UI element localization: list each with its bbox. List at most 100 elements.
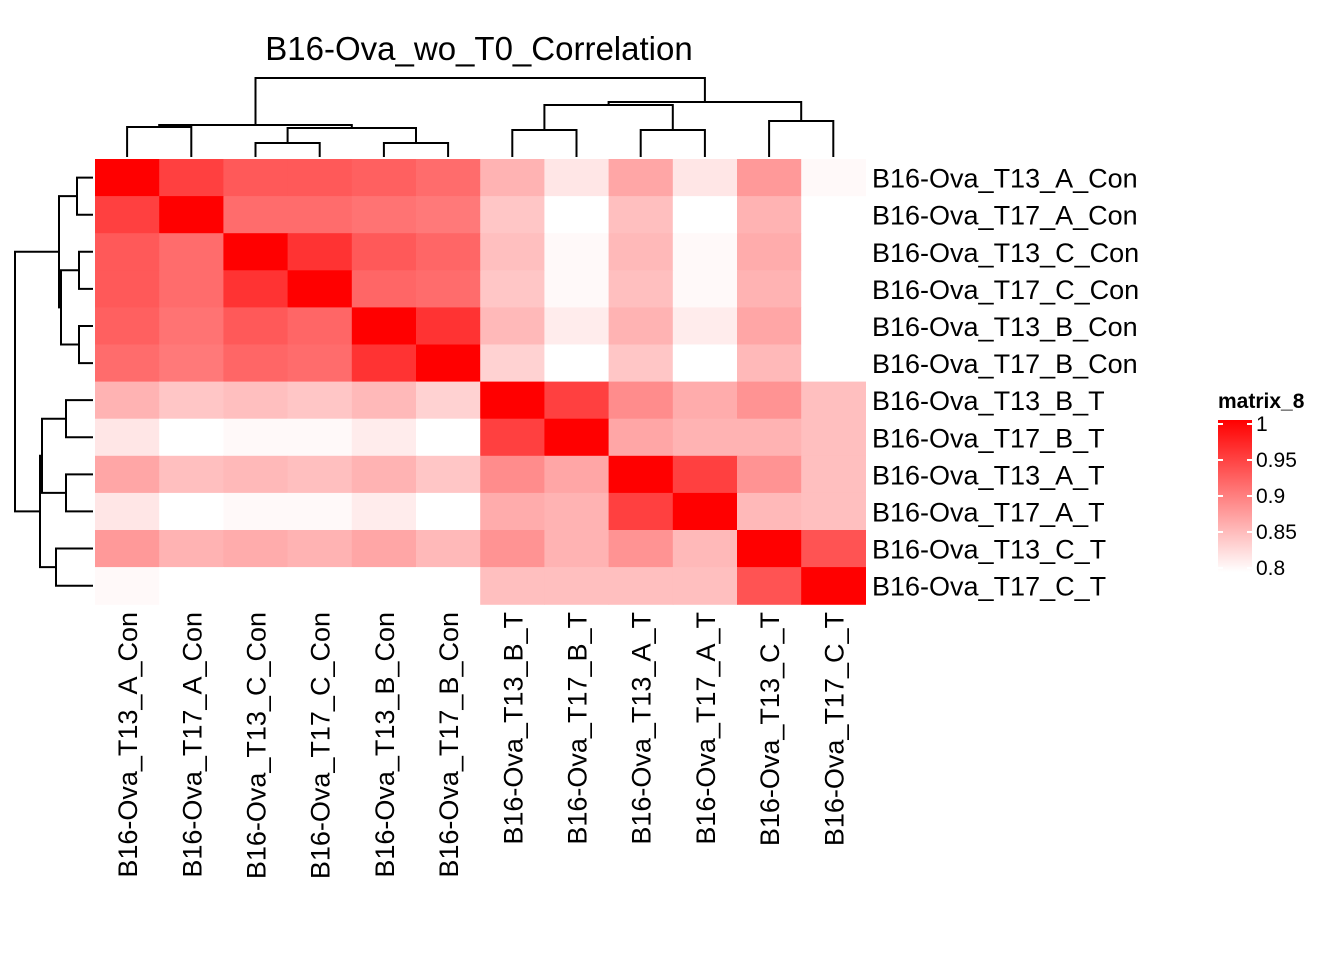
heatmap-cell bbox=[480, 196, 545, 234]
heatmap-cell bbox=[672, 492, 738, 531]
heatmap-cell bbox=[801, 418, 866, 457]
heatmap-cell bbox=[159, 455, 224, 494]
heatmap-cell bbox=[416, 307, 481, 346]
heatmap-cell bbox=[608, 196, 674, 234]
heatmap-cell bbox=[223, 344, 289, 383]
heatmap-cell bbox=[223, 159, 289, 197]
heatmap-cell bbox=[672, 270, 738, 308]
heatmap-cell bbox=[737, 530, 802, 568]
heatmap-cell bbox=[95, 233, 160, 271]
heatmap-cell bbox=[480, 233, 545, 271]
heatmap-cell bbox=[223, 418, 289, 457]
dendrogram-branch bbox=[768, 120, 835, 157]
heatmap-cell bbox=[351, 418, 417, 457]
column-label: B16-Ova_T13_C_T bbox=[755, 612, 785, 846]
legend-tick-label: 1 bbox=[1256, 413, 1268, 436]
heatmap-cell bbox=[416, 418, 481, 457]
heatmap-cell bbox=[544, 381, 610, 420]
heatmap-cell bbox=[351, 196, 417, 234]
heatmap-cell bbox=[223, 196, 289, 234]
heatmap-cell bbox=[223, 233, 289, 271]
column-label: B16-Ova_T13_B_Con bbox=[370, 612, 400, 878]
dendrogram-branch bbox=[55, 547, 93, 587]
heatmap-cell bbox=[672, 159, 738, 197]
heatmap-cell bbox=[544, 196, 610, 234]
legend-tick-label: 0.8 bbox=[1256, 557, 1285, 580]
row-label: B16-Ova_T13_A_Con bbox=[872, 164, 1138, 194]
dendrogram-branch bbox=[65, 473, 93, 513]
heatmap-cell bbox=[95, 492, 160, 531]
heatmap-cell bbox=[351, 159, 417, 197]
row-labels: B16-Ova_T13_A_Con B16-Ova_T17_A_Con B16-Ov… bbox=[872, 164, 1139, 602]
heatmap-cell bbox=[544, 492, 610, 531]
heatmap-cell bbox=[287, 567, 353, 605]
heatmap-cell bbox=[608, 233, 674, 271]
heatmap-cell bbox=[608, 567, 674, 605]
heatmap-cell bbox=[672, 233, 738, 271]
heatmap-cell bbox=[416, 159, 481, 197]
dendrogram-branch bbox=[41, 417, 66, 494]
heatmap-cell bbox=[737, 455, 802, 494]
row-label: B16-Ova_T13_C_T bbox=[872, 535, 1106, 565]
row-label: B16-Ova_T13_B_Con bbox=[872, 312, 1138, 342]
heatmap-cell bbox=[608, 270, 674, 308]
heatmap-cell bbox=[608, 455, 674, 494]
column-dendrogram bbox=[126, 77, 835, 157]
heatmap-cell bbox=[223, 530, 289, 568]
heatmap-cell bbox=[416, 492, 481, 531]
column-label: B16-Ova_T17_B_T bbox=[563, 612, 593, 845]
heatmap-cell bbox=[480, 492, 545, 531]
heatmap-cell bbox=[544, 418, 610, 457]
heatmap-cell bbox=[95, 159, 160, 197]
heatmap-cell bbox=[608, 530, 674, 568]
heatmap-cell bbox=[737, 233, 802, 271]
dendrogram-branch bbox=[60, 269, 79, 346]
heatmap-cell bbox=[159, 381, 224, 420]
row-label: B16-Ova_T13_A_T bbox=[872, 460, 1105, 490]
row-label: B16-Ova_T17_C_T bbox=[872, 572, 1106, 602]
heatmap-cell bbox=[351, 233, 417, 271]
heatmap-cell bbox=[801, 159, 866, 197]
heatmap-cell bbox=[416, 270, 481, 308]
heatmap-cell bbox=[480, 159, 545, 197]
heatmap-cell bbox=[416, 233, 481, 271]
row-label: B16-Ova_T17_B_T bbox=[872, 423, 1105, 453]
dendrogram-branch bbox=[286, 127, 417, 143]
heatmap-cell bbox=[608, 492, 674, 531]
heatmap-cell bbox=[737, 270, 802, 308]
heatmap-cell bbox=[544, 270, 610, 308]
heatmap-cell bbox=[159, 567, 224, 605]
heatmap-cell bbox=[672, 196, 738, 234]
legend-title: matrix_8 bbox=[1218, 390, 1305, 413]
heatmap-cell bbox=[287, 530, 353, 568]
heatmap-cell bbox=[95, 196, 160, 234]
column-label: B16-Ova_T17_A_T bbox=[691, 612, 721, 845]
heatmap-cell bbox=[544, 233, 610, 271]
row-label: B16-Ova_T17_C_Con bbox=[872, 275, 1139, 305]
heatmap-cell bbox=[95, 455, 160, 494]
heatmap-cell bbox=[159, 530, 224, 568]
heatmap-cells bbox=[95, 159, 866, 605]
column-label: B16-Ova_T17_B_Con bbox=[434, 612, 464, 878]
heatmap-cell bbox=[416, 344, 481, 383]
heatmap-cell bbox=[544, 455, 610, 494]
chart-title: B16-Ova_wo_T0_Correlation bbox=[265, 30, 692, 67]
dendrogram-branch bbox=[78, 325, 93, 365]
heatmap-cell bbox=[480, 455, 545, 494]
legend-tick-label: 0.9 bbox=[1256, 485, 1285, 508]
heatmap-cell bbox=[416, 381, 481, 420]
heatmap-cell bbox=[480, 418, 545, 457]
heatmap-cell bbox=[223, 381, 289, 420]
heatmap-cell bbox=[351, 567, 417, 605]
heatmap-cell bbox=[351, 492, 417, 531]
dendrogram-branch bbox=[511, 129, 578, 157]
column-label: B16-Ova_T17_C_T bbox=[819, 612, 849, 846]
heatmap-cell bbox=[95, 530, 160, 568]
heatmap-cell bbox=[737, 381, 802, 420]
heatmap-cell bbox=[159, 418, 224, 457]
heatmap-cell bbox=[159, 196, 224, 234]
dendrogram-branch bbox=[65, 399, 93, 439]
heatmap-cell bbox=[159, 233, 224, 271]
heatmap-cell bbox=[287, 344, 353, 383]
